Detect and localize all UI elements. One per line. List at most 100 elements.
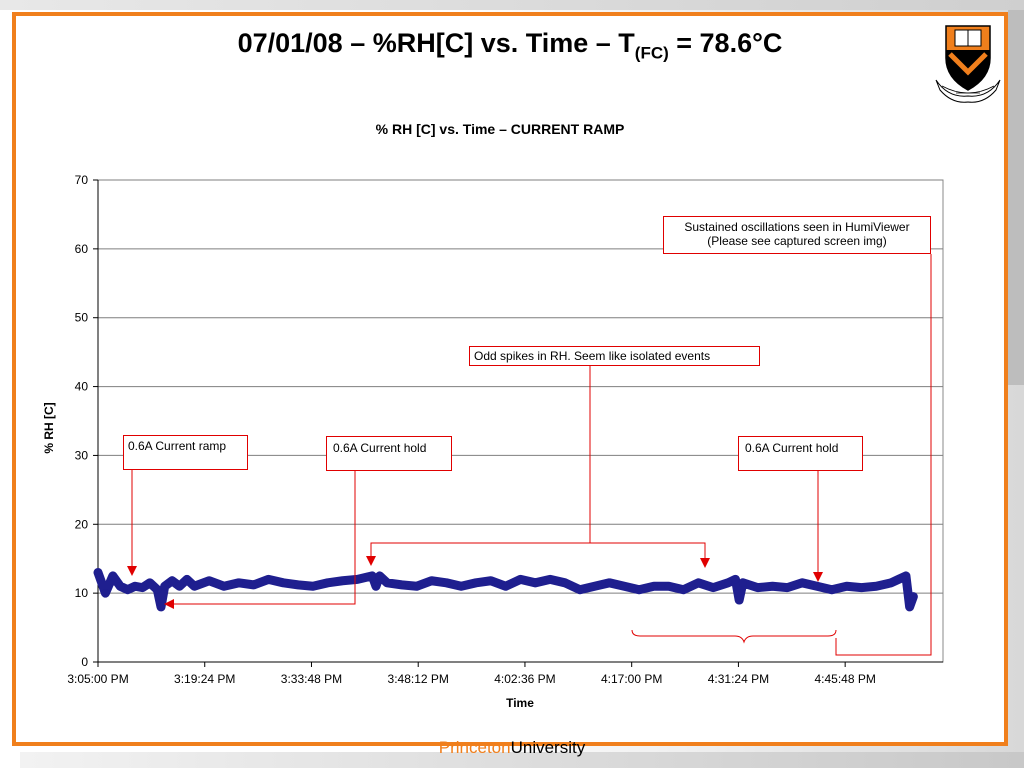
callout-current-ramp-text: 0.6A Current ramp [128, 439, 227, 453]
brace-oscillations [631, 629, 837, 644]
y-axis-title: % RH [C] [42, 402, 56, 454]
callout-oscillations-line1: Sustained oscillations seen in HumiViewe… [684, 220, 910, 234]
data-point [501, 582, 510, 591]
axis-layer: 0 10 20 30 40 50 60 70 3:05:00 PM 3:19:24 PM 3:33:… [67, 173, 943, 686]
data-point [338, 576, 347, 585]
data-point [590, 582, 599, 591]
data-point [190, 582, 199, 591]
x-tick-label: 3:19:24 PM [174, 672, 235, 686]
data-point [108, 571, 117, 580]
data-point [709, 583, 718, 592]
data-point [371, 582, 380, 591]
y-tick-label: 50 [75, 311, 89, 325]
data-point [724, 578, 733, 587]
data-point [383, 578, 392, 587]
data-point [131, 582, 140, 591]
data-point [546, 575, 555, 584]
data-point [486, 576, 495, 585]
data-point [294, 580, 303, 589]
data-point [605, 578, 614, 587]
data-point [220, 582, 229, 591]
data-point [664, 582, 673, 591]
data-point [679, 585, 688, 594]
callout-current-hold-2-text: 0.6A Current hold [745, 441, 839, 455]
data-point [375, 571, 384, 580]
footer-branding: PrincetonUniversity [0, 738, 1024, 758]
footer-university: University [510, 738, 586, 757]
x-tick-label: 4:45:48 PM [814, 672, 875, 686]
slide-title-main: 07/01/08 – %RH[C] vs. Time – T [237, 28, 635, 58]
data-point [323, 578, 332, 587]
x-tick-label: 3:48:12 PM [388, 672, 449, 686]
data-point [279, 578, 288, 587]
princeton-shield-logo [935, 25, 1001, 103]
x-tick-label: 4:02:36 PM [494, 672, 555, 686]
data-point [205, 576, 214, 585]
slide-title-tail: = 78.6°C [668, 28, 783, 58]
data-point [575, 585, 584, 594]
data-point [768, 582, 777, 591]
data-point [857, 583, 866, 592]
data-point [905, 602, 914, 611]
y-tick-label: 10 [75, 586, 89, 600]
callout-odd-spikes: Odd spikes in RH. Seem like isolated eve… [469, 346, 760, 366]
data-point [812, 582, 821, 591]
callout-current-hold-2: 0.6A Current hold [738, 436, 863, 471]
x-tick-label: 3:33:48 PM [281, 672, 342, 686]
data-point [123, 585, 132, 594]
data-point [620, 582, 629, 591]
y-tick-label: 0 [81, 655, 88, 669]
data-point [116, 582, 125, 591]
data-point [894, 575, 903, 584]
data-point [531, 578, 540, 587]
slide-title-subscript: (FC) [634, 43, 669, 63]
bottom-decor-bar [20, 752, 1024, 768]
data-point [457, 582, 466, 591]
y-tick-label: 20 [75, 517, 89, 531]
data-point [412, 582, 421, 591]
data-point [909, 592, 918, 601]
data-point [138, 583, 147, 592]
data-point [160, 582, 169, 591]
x-tick-label: 4:31:24 PM [708, 672, 769, 686]
data-point [649, 582, 658, 591]
data-point [264, 575, 273, 584]
data-point [153, 585, 162, 594]
data-point [731, 575, 740, 584]
data-point [157, 602, 166, 611]
data-point [560, 578, 569, 587]
data-point [827, 585, 836, 594]
data-point [872, 582, 881, 591]
data-point [798, 578, 807, 587]
x-tick-label: 3:05:00 PM [67, 672, 128, 686]
data-point [168, 576, 177, 585]
series-band-0 [93, 567, 918, 612]
data-point [94, 568, 102, 577]
slide-title: 07/01/08 – %RH[C] vs. Time – T(FC) = 78.… [100, 28, 920, 63]
y-tick-label: 60 [75, 242, 89, 256]
y-tick-label: 40 [75, 380, 89, 394]
data-point [442, 578, 451, 587]
annotation-arrows [127, 254, 932, 656]
chart-title: % RH [C] vs. Time – CURRENT RAMP [375, 121, 625, 137]
x-axis-title: Time [506, 696, 534, 710]
callout-current-hold-1: 0.6A Current hold [326, 436, 452, 471]
callout-odd-spikes-text: Odd spikes in RH. Seem like isolated eve… [474, 349, 711, 363]
data-point [308, 582, 317, 591]
data-point [145, 578, 154, 587]
right-decor-bar [1008, 10, 1024, 385]
data-point [842, 582, 851, 591]
data-point [516, 575, 525, 584]
data-point [249, 580, 258, 589]
data-point [635, 585, 644, 594]
x-tick-label: 4:17:00 PM [601, 672, 662, 686]
data-point [234, 578, 243, 587]
top-decor-bar [0, 0, 1024, 10]
data-point [397, 580, 406, 589]
arrow-odd-spikes-left [366, 542, 590, 566]
series-layer [93, 567, 918, 612]
data-point [738, 578, 747, 587]
y-tick-label: 30 [75, 448, 89, 462]
data-point [783, 583, 792, 592]
